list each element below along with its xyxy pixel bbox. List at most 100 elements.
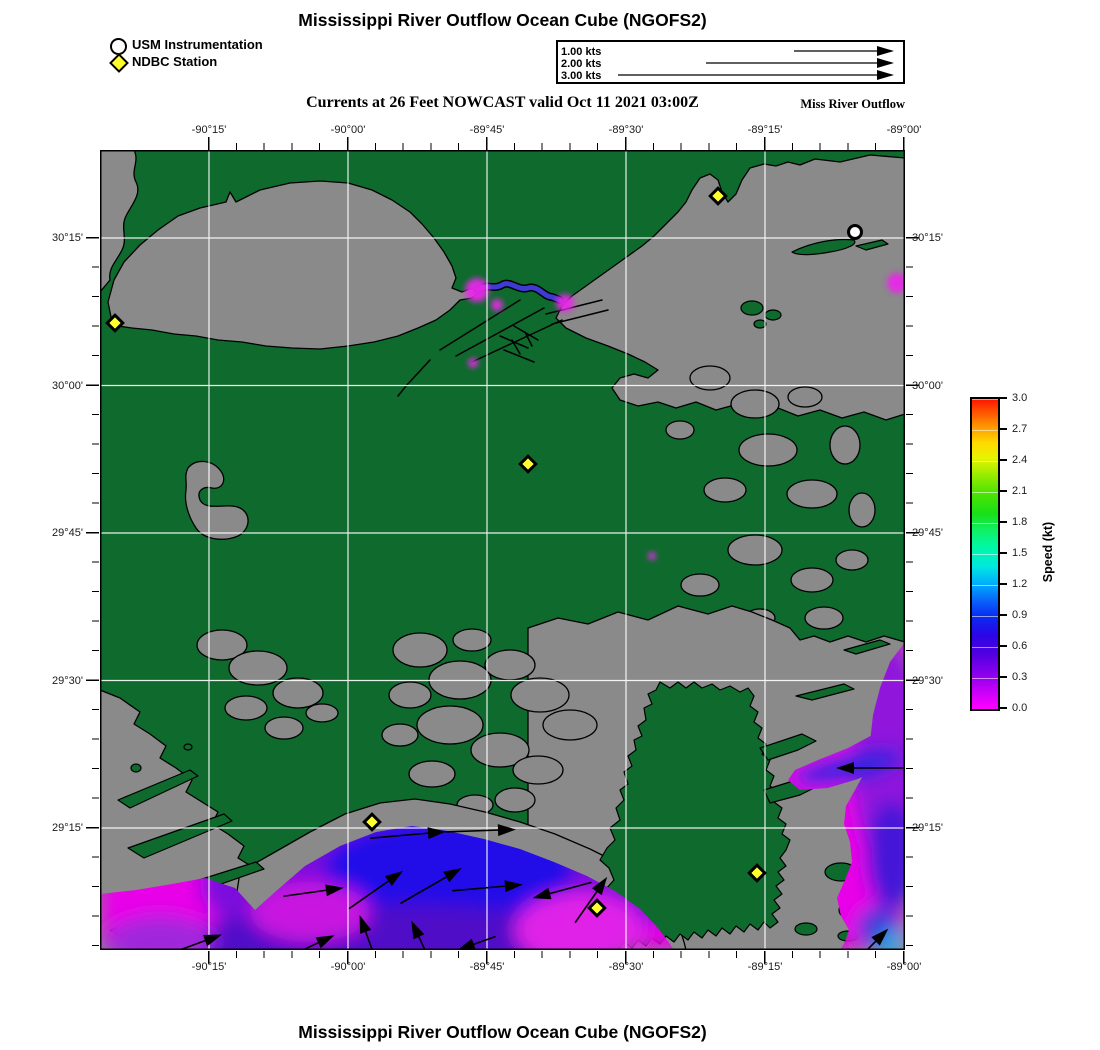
valid-time-subtitle: Currents at 26 Feet NOWCAST valid Oct 11… bbox=[306, 94, 699, 111]
ndbc-station-marker bbox=[747, 863, 767, 883]
arrow-head bbox=[203, 934, 223, 947]
colorbar-tick-label: 2.7 bbox=[1012, 423, 1028, 435]
speed-spot bbox=[887, 273, 907, 293]
legend-ndbc-label: NDBC Station bbox=[132, 54, 218, 69]
lat-label-left: 30°00' bbox=[52, 379, 83, 392]
colorbar-title: Speed (kt) bbox=[1041, 521, 1055, 583]
colorbar-tick-label: 1.5 bbox=[1012, 547, 1028, 559]
scale-arrow-head bbox=[877, 46, 894, 56]
arrow-head bbox=[384, 870, 404, 887]
ndbc-diamond-icon bbox=[109, 53, 129, 73]
speed-colorbar bbox=[970, 397, 1000, 711]
arrow-head bbox=[427, 827, 446, 840]
lat-label-right: 30°00' bbox=[912, 379, 943, 392]
scale-arrow-head bbox=[877, 70, 894, 80]
lon-label-bottom: -90°15' bbox=[191, 961, 227, 973]
arrow-head bbox=[315, 935, 335, 949]
region-label: Miss River Outflow bbox=[800, 97, 905, 111]
arrow-head bbox=[591, 876, 608, 896]
current-arrow bbox=[456, 935, 496, 951]
lat-label-right: 30°15' bbox=[912, 232, 943, 244]
channel-lines bbox=[397, 299, 609, 397]
colorbar-tick-label: 1.8 bbox=[1012, 516, 1028, 528]
lat-label-right: 29°45' bbox=[912, 527, 943, 539]
current-arrow bbox=[348, 870, 404, 910]
lon-label-bottom: -89°00' bbox=[886, 961, 922, 973]
map-area bbox=[98, 148, 907, 977]
lon-label-top: -89°30' bbox=[608, 124, 644, 136]
ndbc-diamond-icon bbox=[518, 454, 538, 474]
lon-label-bottom: -89°30' bbox=[608, 961, 644, 973]
lon-label-bottom: -89°15' bbox=[747, 961, 783, 973]
lat-label-left: 30°15' bbox=[52, 232, 83, 244]
river-channel bbox=[475, 281, 563, 303]
scale-box-border bbox=[556, 40, 905, 84]
lake-pontchartrain bbox=[107, 180, 479, 350]
ndbc-station-marker bbox=[518, 454, 538, 474]
ndbc-diamond-icon bbox=[105, 313, 125, 333]
lon-label-top: -90°15' bbox=[191, 124, 227, 136]
lon-label-bottom: -90°00' bbox=[330, 961, 366, 973]
arrow-tail bbox=[370, 832, 431, 840]
map-svg bbox=[98, 148, 907, 977]
scale-row-label: 3.00 kts bbox=[561, 70, 601, 82]
kidney-lakes bbox=[184, 460, 249, 540]
colorbar-ticks bbox=[1000, 397, 1007, 709]
speed-spot bbox=[556, 294, 574, 312]
current-arrow bbox=[283, 884, 344, 898]
current-arrow bbox=[574, 876, 608, 924]
current-arrow bbox=[836, 762, 907, 774]
arrow-head bbox=[325, 884, 344, 897]
colorbar-tick-label: 2.4 bbox=[1012, 454, 1028, 466]
ndbc-diamond-icon bbox=[587, 898, 607, 918]
lat-label-right: 29°30' bbox=[912, 674, 943, 687]
arrow-tail bbox=[574, 889, 599, 924]
ndbc-diamond-icon bbox=[708, 186, 728, 206]
colorbar-tick-label: 1.2 bbox=[1012, 578, 1028, 590]
lat-label-right: 29°15' bbox=[912, 822, 943, 834]
arrow-tail bbox=[348, 879, 391, 910]
scale-arrow-head bbox=[877, 58, 894, 68]
current-arrow bbox=[532, 881, 592, 900]
speed-spot bbox=[648, 552, 656, 560]
colorbar-tick-label: 3.0 bbox=[1012, 392, 1028, 404]
arrow-tail bbox=[471, 935, 496, 946]
station-markers bbox=[105, 186, 863, 918]
arrow-head bbox=[443, 868, 462, 883]
arrow-tail bbox=[399, 875, 449, 905]
arrow-head bbox=[456, 938, 476, 951]
arrow-head bbox=[871, 928, 889, 946]
current-arrow bbox=[399, 868, 462, 905]
bottom-page-title: Mississippi River Outflow Ocean Cube (NG… bbox=[298, 1022, 707, 1042]
ndbc-station-marker bbox=[587, 898, 607, 918]
colorbar-tick-label: 2.1 bbox=[1012, 485, 1028, 497]
arrow-head bbox=[411, 920, 425, 940]
legend-usm-label: USM Instrumentation bbox=[132, 37, 263, 52]
colorbar-tick-label: 0.0 bbox=[1012, 702, 1028, 714]
lat-label-left: 29°15' bbox=[52, 822, 83, 834]
left-axis-ticks bbox=[86, 150, 99, 950]
ndbc-station-marker bbox=[708, 186, 728, 206]
page-title: Mississippi River Outflow Ocean Cube (NG… bbox=[298, 10, 707, 30]
top-axis-ticks bbox=[100, 137, 905, 150]
west-shore-strip bbox=[99, 149, 139, 293]
colorbar-tick-label: 0.9 bbox=[1012, 609, 1028, 621]
graticule-grid bbox=[100, 150, 905, 950]
outflow-speed-spots bbox=[465, 273, 907, 560]
scale-row-label: 1.00 kts bbox=[561, 46, 601, 58]
arrow-tail bbox=[547, 881, 592, 895]
ndbc-diamond-icon bbox=[362, 812, 382, 832]
arrow-tail bbox=[452, 885, 508, 892]
speed-spot bbox=[468, 358, 478, 368]
lat-label-left: 29°45' bbox=[52, 527, 83, 539]
colorbar-tick-label: 0.6 bbox=[1012, 640, 1028, 652]
arrow-head bbox=[836, 762, 854, 774]
arrow-head bbox=[497, 824, 516, 837]
speed-spot bbox=[465, 278, 489, 302]
colorbar-tick-label: 0.3 bbox=[1012, 671, 1028, 683]
speed-spot bbox=[491, 299, 503, 311]
usm-station-marker bbox=[847, 224, 863, 240]
